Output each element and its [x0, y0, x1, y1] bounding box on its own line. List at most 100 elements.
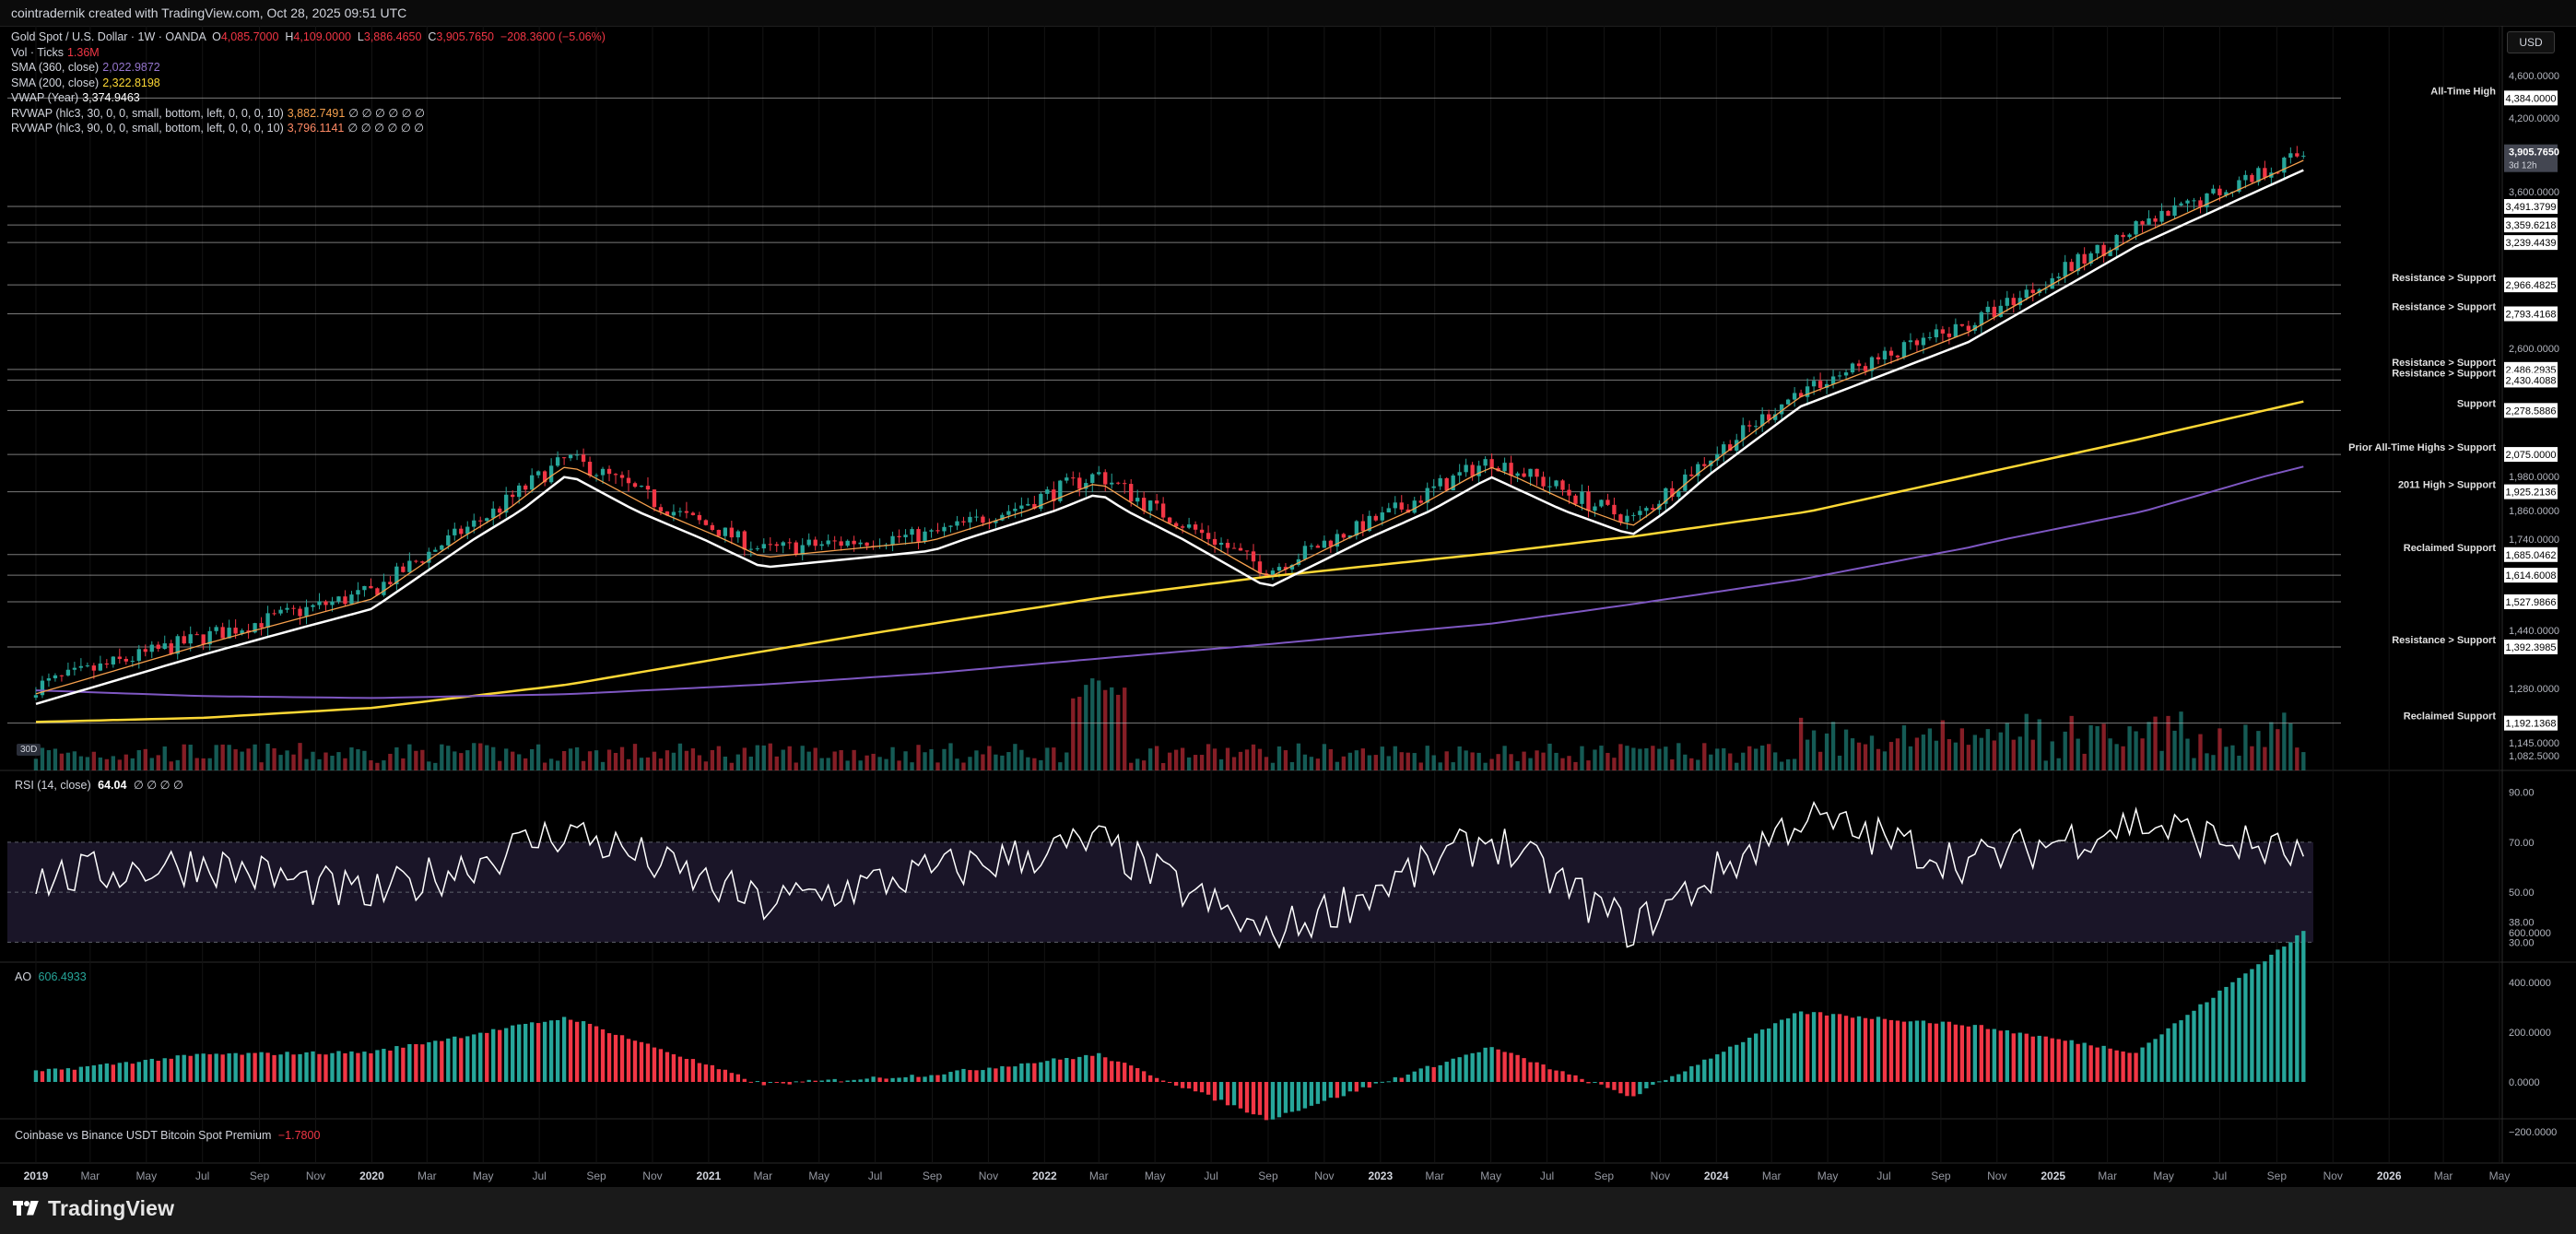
ao-bar: [1173, 1082, 1179, 1087]
indicator-row-vol[interactable]: Vol · Ticks 1.36M: [11, 45, 606, 61]
candle-body: [832, 540, 837, 542]
ao-bar: [104, 1063, 110, 1082]
volume-bar: [1360, 748, 1365, 770]
volume-bar: [2030, 739, 2035, 770]
candle-body: [729, 527, 735, 538]
candle-body: [194, 634, 199, 636]
ao-bar: [1335, 1082, 1340, 1099]
current-price-tag: [2504, 144, 2558, 172]
candle-body: [388, 582, 393, 584]
ao-bar: [1218, 1082, 1224, 1100]
time-tick-label: Mar: [418, 1169, 437, 1182]
candle-body: [2192, 200, 2196, 202]
candle-body: [201, 634, 206, 645]
candle-body: [1347, 535, 1353, 538]
ao-bar: [1276, 1082, 1282, 1118]
ao-bar: [285, 1052, 289, 1082]
volume-bar: [72, 751, 77, 770]
indicator-row-rvwap90[interactable]: RVWAP (hlc3, 90, 0, 0, small, bottom, le…: [11, 121, 606, 136]
volume-bar: [2179, 711, 2183, 770]
volume-bar: [1850, 738, 1855, 770]
candle-body: [2295, 153, 2300, 157]
volume-bar: [1888, 742, 1894, 770]
rsi-tick-label: 90.00: [2509, 788, 2535, 799]
candle-body: [1206, 533, 1211, 539]
ao-bar: [1065, 1057, 1069, 1082]
volume-bar: [1599, 746, 1604, 770]
volume-bar: [240, 751, 244, 770]
time-axis[interactable]: 2019 Mar May Jul Sep Nov 2020 Mar May Jul Sep Nov 20…: [24, 1169, 2511, 1182]
candle-body: [2063, 262, 2067, 277]
ao-bar: [2288, 942, 2293, 1082]
candle-body: [2250, 174, 2254, 182]
ao-bar: [485, 1032, 489, 1082]
volume-bar: [632, 744, 638, 770]
ao-bar: [1142, 1071, 1147, 1082]
candle-body: [2276, 172, 2280, 174]
volume-bar: [529, 748, 535, 770]
ao-bar: [465, 1036, 470, 1082]
time-tick-label: 2023: [1368, 1169, 1393, 1182]
level-price-label: 2,430.4088: [2505, 375, 2556, 386]
open-label: O: [212, 30, 221, 43]
time-tick-label: Nov: [1987, 1169, 2006, 1182]
currency-button[interactable]: USD: [2507, 31, 2555, 53]
indicator-row-sma200[interactable]: SMA (200, close) 2,322.8198: [11, 76, 606, 91]
ao-bar: [684, 1059, 689, 1082]
level-note: Reclaimed Support: [2404, 543, 2497, 554]
volume-bar: [2140, 738, 2145, 770]
candle-body: [1367, 515, 1371, 532]
volume-bar: [1966, 745, 1971, 770]
ao-bar: [1231, 1082, 1237, 1106]
volume-bar: [535, 744, 541, 770]
ao-bar: [1270, 1082, 1276, 1120]
ao-bar: [1657, 1081, 1662, 1083]
indicator-row-rvwap30[interactable]: RVWAP (hlc3, 30, 0, 0, small, bottom, le…: [11, 106, 606, 122]
candle-body: [761, 544, 766, 549]
volume-bar: [942, 748, 947, 770]
ao-bar: [1084, 1054, 1088, 1082]
indicator-row-sma360[interactable]: SMA (360, close) 2,022.9872: [11, 60, 606, 76]
volume-bar: [498, 760, 502, 770]
candle-body: [253, 623, 257, 633]
ao-bar: [1644, 1082, 1649, 1088]
tradingview-logo-icon: [13, 1199, 41, 1219]
volume-bar: [1509, 754, 1513, 770]
price-axis[interactable]: 4,384.0000 3,491.3799 3,359.6218 3,239.4439…: [2504, 71, 2559, 762]
volume-bar: [1167, 752, 1172, 770]
candle-body: [1276, 567, 1282, 571]
scale-badge[interactable]: 30D: [17, 744, 41, 756]
ao-legend[interactable]: AO 606.4933: [15, 970, 87, 985]
tradingview-brand[interactable]: TradingView: [13, 1196, 174, 1221]
ao-bar: [2050, 1038, 2054, 1082]
volume-bar: [1090, 678, 1095, 770]
volume-bar: [330, 756, 335, 770]
volume-bar: [684, 750, 689, 770]
candle-body: [1837, 375, 1842, 377]
volume-bar: [1985, 729, 1990, 770]
ao-bar: [2017, 1032, 2022, 1082]
volume-bar: [884, 758, 888, 770]
candle-body: [65, 669, 71, 676]
price-tick-label: 3,600.0000: [2509, 187, 2559, 198]
ao-bar: [987, 1067, 992, 1082]
candle-body: [1934, 329, 1939, 337]
ao-bar: [1360, 1082, 1365, 1087]
candle-body: [1296, 558, 1301, 565]
rsi-line: [35, 800, 2304, 949]
ao-bar: [2172, 1023, 2177, 1082]
rsi-legend[interactable]: RSI (14, close) 64.04 ∅ ∅ ∅ ∅: [15, 778, 183, 793]
ao-bar: [2159, 1034, 2164, 1082]
candle-body: [787, 542, 792, 544]
indicator-row-vwap[interactable]: VWAP (Year) 3,374.9463: [11, 90, 606, 106]
volume-bar: [871, 753, 876, 770]
candle-body: [1541, 476, 1546, 487]
candle-body: [504, 494, 509, 513]
ao-bar: [33, 1070, 39, 1082]
level-price-label: 2,075.0000: [2505, 450, 2556, 461]
volume-bar: [33, 758, 39, 770]
volume-bar: [1914, 737, 1920, 770]
ao-bar: [1058, 1059, 1063, 1082]
premium-legend[interactable]: Coinbase vs Binance USDT Bitcoin Spot Pr…: [15, 1128, 320, 1144]
